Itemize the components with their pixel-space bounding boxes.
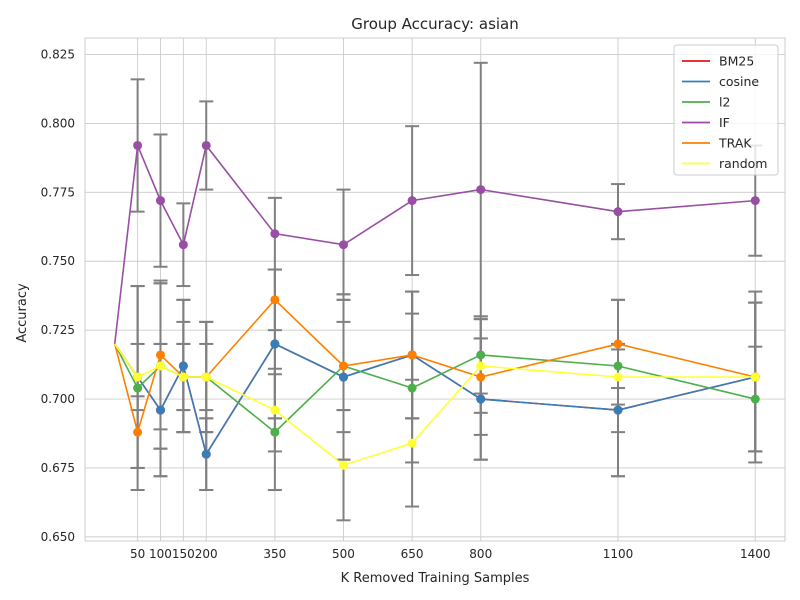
- x-tick-label: 100: [149, 547, 172, 561]
- data-point: [613, 405, 623, 415]
- data-point: [476, 350, 486, 360]
- x-tick-label: 800: [469, 547, 492, 561]
- legend-label: l2: [719, 95, 730, 110]
- x-tick-label: 350: [263, 547, 286, 561]
- legend-label: cosine: [719, 74, 759, 89]
- data-point: [201, 140, 211, 150]
- data-point: [201, 449, 211, 459]
- data-point: [407, 350, 417, 360]
- x-tick-label: 1100: [603, 547, 634, 561]
- data-point: [155, 196, 165, 206]
- y-tick-label: 0.750: [41, 254, 75, 268]
- y-tick-label: 0.700: [41, 392, 75, 406]
- plot-area: [113, 61, 763, 522]
- data-point: [407, 196, 417, 206]
- x-tick-label: 1400: [740, 547, 771, 561]
- data-point: [133, 140, 143, 150]
- legend: BM25 cosine l2 IF TRAK random: [673, 44, 779, 176]
- data-point: [338, 361, 348, 371]
- y-tick-label: 0.675: [41, 461, 75, 475]
- data-point: [476, 372, 486, 382]
- y-tick-label: 0.825: [41, 48, 75, 62]
- legend-label: TRAK: [718, 136, 752, 151]
- data-point: [476, 185, 486, 195]
- legend-label: random: [719, 156, 767, 171]
- data-point: [178, 240, 188, 250]
- data-point: [178, 361, 188, 371]
- x-tick-label: 500: [332, 547, 355, 561]
- data-point: [155, 350, 165, 360]
- axes: 50 100 150 200 350 500 650 800 1100 1400 0.650 0.67…: [41, 37, 786, 561]
- x-tick-label: 200: [195, 547, 218, 561]
- x-tick-label: 50: [130, 547, 145, 561]
- data-point: [270, 339, 280, 349]
- data-point: [407, 438, 417, 448]
- x-tick-label: 150: [172, 547, 195, 561]
- data-point: [155, 361, 165, 371]
- data-point: [407, 383, 417, 393]
- data-point: [270, 405, 280, 415]
- data-point: [338, 240, 348, 250]
- data-point: [750, 196, 760, 206]
- series-if: [113, 140, 760, 345]
- data-point: [476, 361, 486, 371]
- legend-label: IF: [719, 115, 730, 130]
- data-point: [133, 427, 143, 437]
- y-axis-label: Accuracy: [15, 283, 30, 343]
- data-point: [613, 361, 623, 371]
- data-point: [613, 207, 623, 217]
- x-tick-label: 650: [401, 547, 424, 561]
- y-tick-label: 0.650: [41, 530, 75, 544]
- y-tick-label: 0.725: [41, 323, 75, 337]
- x-axis-label: K Removed Training Samples: [341, 571, 530, 586]
- data-point: [613, 339, 623, 349]
- axes-frame: [84, 37, 786, 542]
- data-point: [270, 427, 280, 437]
- data-point: [155, 405, 165, 415]
- chart-title: Group Accuracy: asian: [351, 15, 519, 33]
- data-point: [270, 295, 280, 305]
- data-point: [750, 372, 760, 382]
- data-point: [750, 394, 760, 404]
- data-point: [270, 229, 280, 239]
- data-point: [133, 372, 143, 382]
- data-point: [338, 460, 348, 470]
- y-tick-label: 0.800: [41, 116, 75, 130]
- data-point: [476, 394, 486, 404]
- data-point: [338, 372, 348, 382]
- series-random: [114, 343, 760, 470]
- legend-label: BM25: [719, 54, 754, 69]
- y-tick-label: 0.775: [41, 185, 75, 199]
- data-point: [201, 372, 211, 382]
- data-point: [133, 383, 143, 393]
- data-point: [178, 372, 188, 382]
- data-point: [613, 372, 623, 382]
